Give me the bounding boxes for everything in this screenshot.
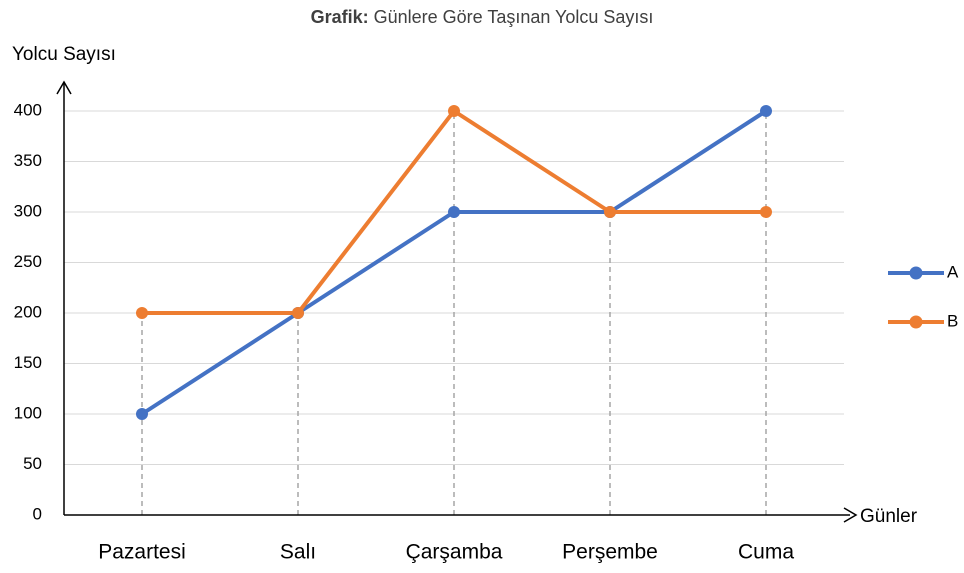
x-tick-label: Çarşamba xyxy=(406,541,503,564)
chart-title: Grafik: Günlere Göre Taşınan Yolcu Sayısı xyxy=(311,7,654,27)
x-tick-label: Pazartesi xyxy=(98,541,186,564)
y-tick-label: 400 xyxy=(14,100,42,119)
point xyxy=(448,105,460,117)
point xyxy=(760,105,772,117)
x-axis-label: Günler xyxy=(860,506,918,527)
y-tick-label: 200 xyxy=(14,302,42,321)
point xyxy=(136,307,148,319)
y-tick-label: 100 xyxy=(14,403,42,422)
y-axis-arrow xyxy=(56,80,72,95)
point xyxy=(292,307,304,319)
legend-label: A xyxy=(947,262,959,281)
legend-marker xyxy=(909,266,923,280)
title-text: Günlere Göre Taşınan Yolcu Sayısı xyxy=(374,7,654,27)
y-tick-label: 350 xyxy=(14,151,42,170)
title-label: Grafik: xyxy=(311,7,369,27)
x-tick-label: Cuma xyxy=(738,541,794,564)
point xyxy=(448,206,460,218)
y-tick-label: 0 xyxy=(33,504,42,523)
y-tick-label: 150 xyxy=(14,353,42,372)
point xyxy=(136,408,148,420)
legend-marker xyxy=(909,315,923,329)
y-tick-label: 250 xyxy=(14,252,42,271)
point xyxy=(760,206,772,218)
x-tick-label: Perşembe xyxy=(562,541,658,564)
x-tick-label: Salı xyxy=(280,541,316,564)
y-tick-label: 300 xyxy=(14,201,42,220)
legend-label: B xyxy=(947,311,958,330)
x-axis-arrow xyxy=(843,507,858,523)
point xyxy=(604,206,616,218)
y-tick-label: 50 xyxy=(23,454,42,473)
y-axis-label: Yolcu Sayısı xyxy=(12,44,116,65)
